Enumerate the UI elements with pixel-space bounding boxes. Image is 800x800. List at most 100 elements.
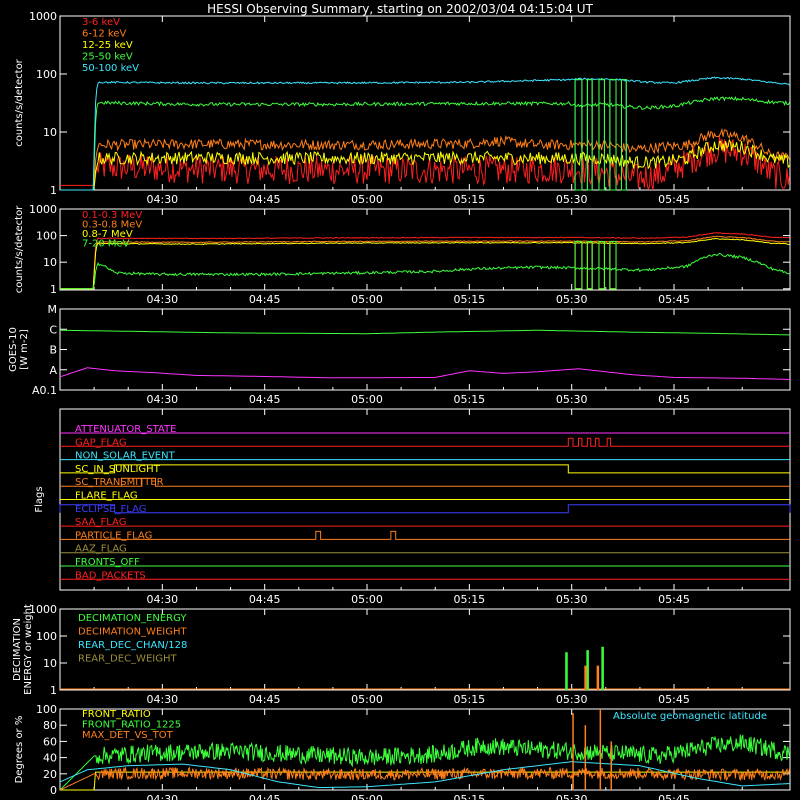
high_energy-series-line [60,252,790,290]
rates-dropout-mark [574,79,583,191]
flags-xtick-label: 04:30 [146,593,178,606]
flags-ylabel: Flags [34,486,45,512]
rates-ytick-label: 100 [36,68,57,81]
ratios-ytick-label: 20 [43,768,57,781]
goes-xtick-label: 04:45 [249,393,281,406]
rates-xtick-label: 04:30 [146,193,178,206]
rates-ylabel: counts/s/detector [14,58,25,146]
ratios-annotation: Absolute geomagnetic latitude [613,711,767,722]
rates-frame [59,15,791,191]
high_energy-frame [59,208,791,291]
high_energy-legend-entry: 0.1-0.3 MeV [82,210,142,221]
high_energy-dropout-mark [574,240,583,290]
ratios-xtick-label: 04:45 [249,793,281,800]
decimation-spike [565,652,568,690]
rates-xtick-label: 05:00 [351,193,383,206]
decimation-legend-entry: DECIMATION_ENERGY [78,613,187,624]
flags-flag-label: FRONTS_OFF [75,557,140,568]
decimation-ytick-label: 100 [36,630,57,643]
ratios-ytick-label: 40 [43,752,57,765]
decimation-legend-entry: REAR_DEC_WEIGHT [78,654,177,665]
high_energy-legend-entry: 0.3-0.8 MeV [82,220,142,231]
ratios-xtick-label: 05:15 [453,793,485,800]
decimation-legend-entry: DECIMATION_WEIGHT [78,627,187,638]
decimation-xtick-label: 05:00 [351,693,383,706]
figure-title: HESSI Observing Summary, starting on 200… [207,2,593,16]
panels-container: 04:30 04:45 05:00 05:15 05:30 05:451101001000… [8,10,791,800]
ratios-legend-entry: MAX_DET_VS_TOT [82,730,174,741]
rates-dropout-mark [609,79,617,191]
decimation-xtick-label: 04:45 [249,693,281,706]
rates-dropout-mark [598,79,605,191]
rates-xtick-label: 05:15 [453,193,485,206]
rates-ytick-label: 10 [43,126,57,139]
goes-series-line [59,367,791,380]
rates-xtick-label: 05:45 [658,193,690,206]
decimation-frame [59,608,791,691]
flags-flag-label: PARTICLE_FLAG [75,530,152,541]
decimation-ytick-label: 1000 [29,603,57,616]
flags-flag-trace [60,477,790,487]
ratios-frame [59,708,791,791]
ratios-series-line [59,734,790,791]
high_energy-xtick-label: 05:15 [453,293,485,306]
decimation-ylabel: DECIMATION [12,618,23,681]
rates-series-line [60,96,790,191]
rates-series-line [60,76,790,191]
rates-legend-entry: 12-25 keV [82,40,133,51]
flags-flag-label: ECLIPSE_FLAG [75,504,146,515]
high_energy-ylabel: counts/s/detector [14,205,25,293]
goes-ytick-label: M [48,303,58,316]
goes-ylabel: [W m-2] [19,329,30,370]
decimation-xtick-label: 04:30 [146,693,178,706]
rates-series-line [60,138,790,191]
high_energy-dropout-mark [598,240,605,290]
flags-flag-label: FLARE_FLAG [75,491,138,502]
flags-flag-label: AAZ_FLAG [75,544,127,555]
ratios-xtick-label: 05:00 [351,793,383,800]
decimation-spike [596,665,600,690]
flags-flag-label: SC_IN_SUNLIGHT [75,464,161,475]
ratios-ytick-label: 60 [43,735,57,748]
high_energy-ytick-label: 1000 [29,203,57,216]
flags-flag-label: SC_TRANSMITTER [75,477,164,488]
high_energy-dropout-mark [609,240,617,290]
flags-xtick-label: 04:45 [249,593,281,606]
high_energy-dropout-mark [586,240,593,290]
decimation-spike [601,646,604,690]
goes-ytick-label: A [49,364,57,377]
rates-legend-entry: 6-12 keV [82,29,126,40]
rates-series-line [60,127,790,191]
ratios-ytick-label: 80 [43,719,57,732]
goes-xtick-label: 05:45 [658,393,690,406]
decimation-ytick-label: 10 [43,657,57,670]
decimation-xtick-label: 05:30 [556,693,588,706]
high_energy-series-line [60,235,790,290]
ratios-series-line [59,761,791,789]
flags-flag-label: BAD_PACKETS [75,570,146,581]
ratios-ytick-label: 0 [50,784,57,797]
high_energy-xtick-label: 05:30 [556,293,588,306]
decimation-xtick-label: 05:15 [453,693,485,706]
goes-ytick-label: C [49,323,57,336]
high_energy-series-line [60,232,790,290]
high_energy-series-line [60,237,790,290]
flags-flag-trace [60,464,790,474]
flags-flag-label: NON_SOLAR_EVENT [75,451,176,462]
ratios-series-line [59,766,790,791]
flags-xtick-label: 05:00 [351,593,383,606]
high_energy-legend-entry: 0.8-7 MeV [82,229,133,240]
flags-flag-trace [60,530,790,540]
flags-flag-label: ATTENUATOR_STATE [75,424,176,435]
rates-legend-entry: 50-100 keV [82,63,139,74]
ratios-xtick-label: 05:45 [658,793,690,800]
decimation-ytick-label: 1 [50,684,57,697]
flags-xtick-label: 05:45 [658,593,690,606]
ratios-xtick-label: 04:30 [146,793,178,800]
decimation-ylabel: ENERGY or weight [23,604,34,695]
high_energy-xtick-label: 05:45 [658,293,690,306]
decimation-spike [584,665,587,690]
rates-legend-entry: 3-6 keV [82,17,120,28]
